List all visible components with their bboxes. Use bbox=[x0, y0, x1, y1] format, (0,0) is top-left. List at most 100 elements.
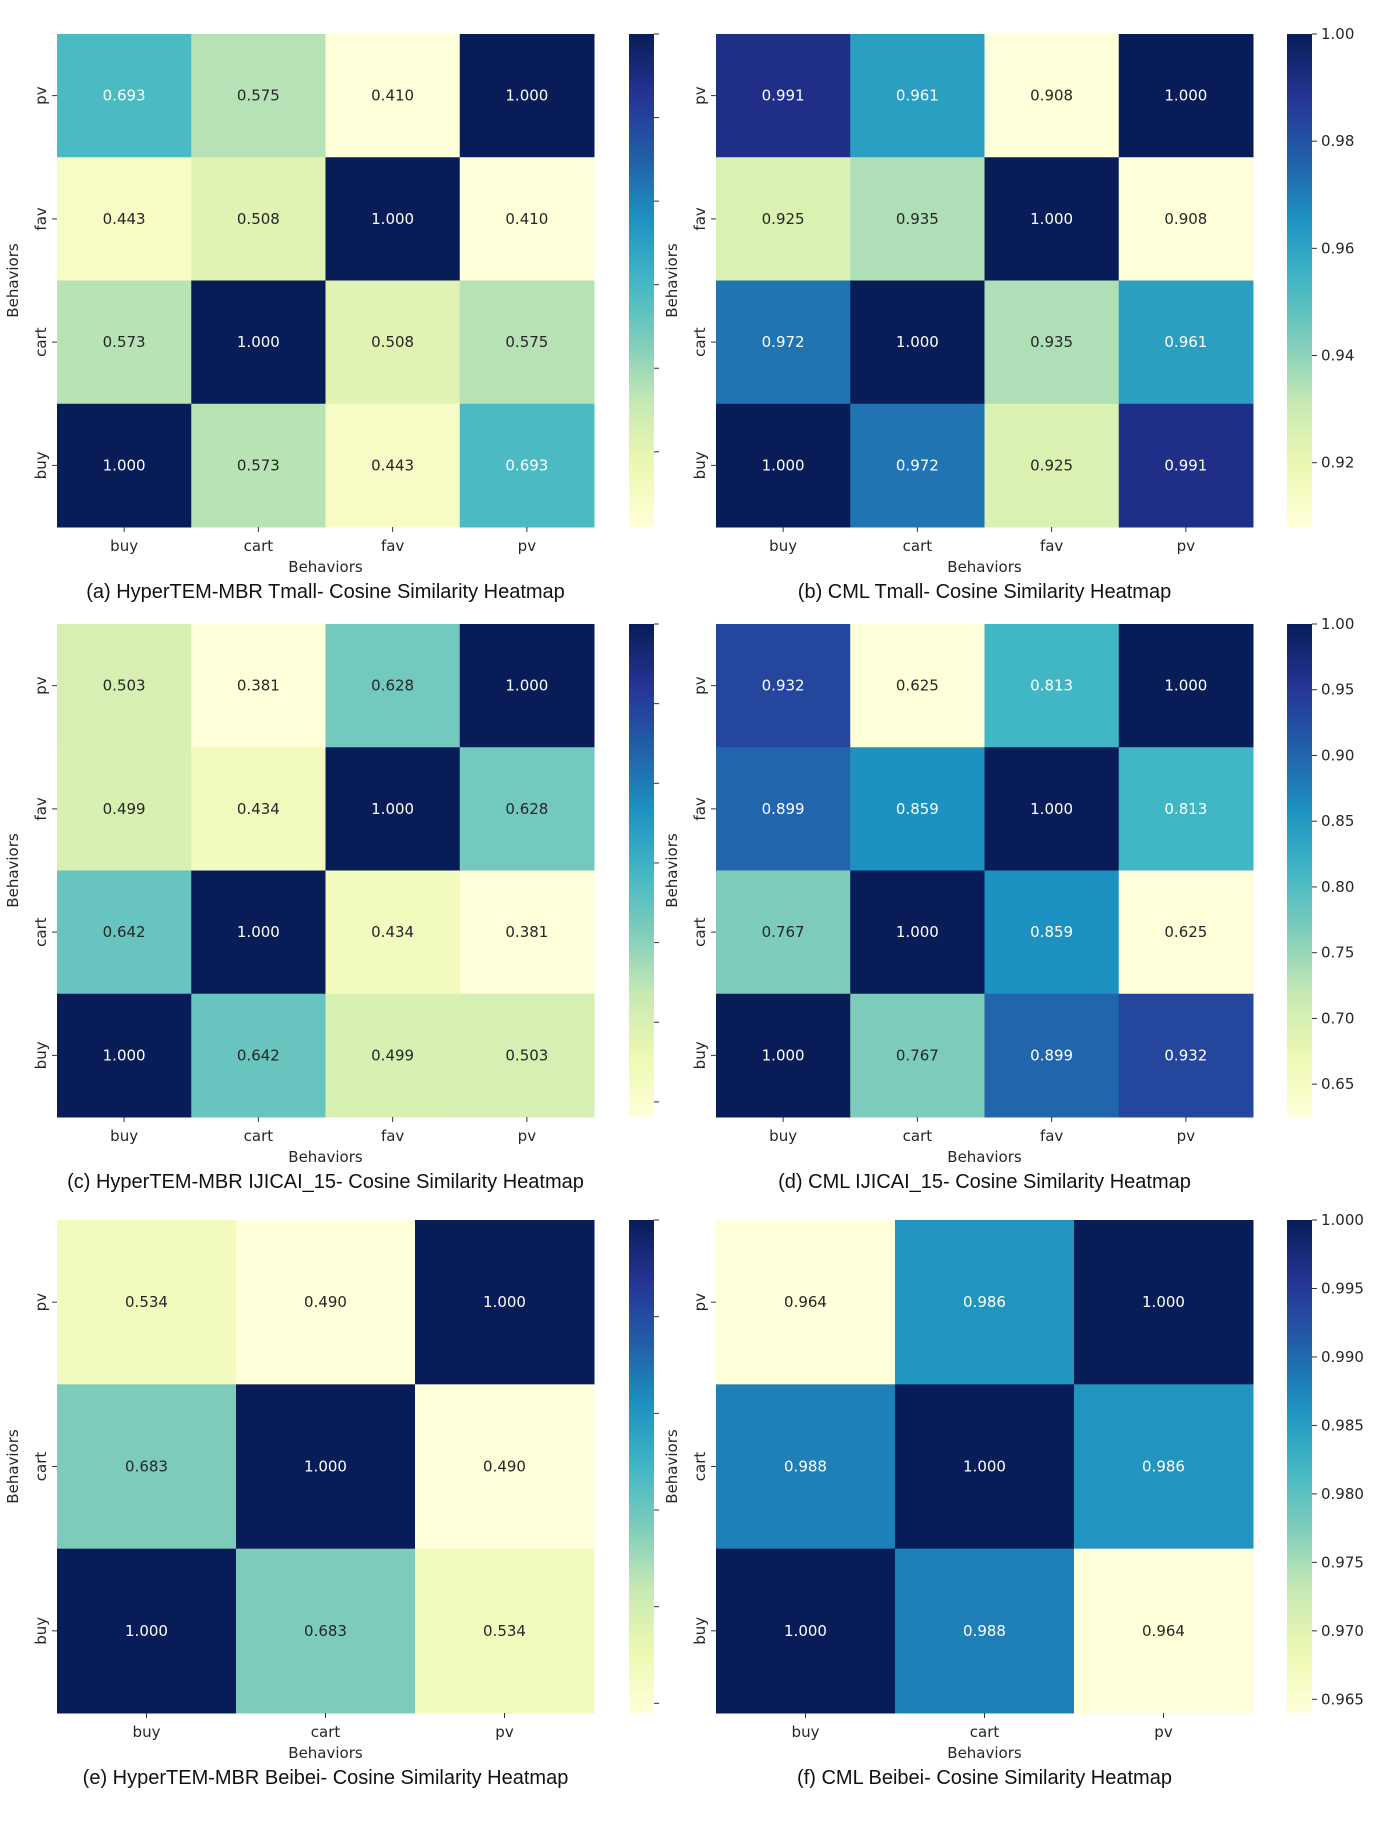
cell-annotation: 1.000 bbox=[963, 1458, 1006, 1476]
cell-annotation: 0.503 bbox=[103, 677, 146, 695]
heatmap-panel: 0.693 0.575 0.410 1.000 0.443 0.508 1.000 0.410… bbox=[4, 33, 659, 603]
heatmap-panel: 0.503 0.381 0.628 1.000 0.499 0.434 1.000 0.628… bbox=[4, 623, 659, 1193]
cell-annotation: 1.000 bbox=[371, 800, 414, 818]
y-axis-label: Behaviors bbox=[663, 833, 681, 908]
y-axis-label: Behaviors bbox=[663, 1429, 681, 1504]
cell-annotation: 0.899 bbox=[1030, 1046, 1073, 1064]
cell-annotation: 0.381 bbox=[505, 923, 548, 941]
colorbar bbox=[1287, 1220, 1312, 1713]
colorbar bbox=[629, 1220, 654, 1713]
heatmap-cell bbox=[850, 870, 985, 995]
colorbar-tick-label: 0.75 bbox=[1321, 944, 1354, 962]
cell-annotation: 0.490 bbox=[304, 1293, 347, 1311]
cell-annotation: 0.410 bbox=[371, 87, 414, 105]
x-axis-label: Behaviors bbox=[288, 1744, 363, 1762]
x-tick-label: cart bbox=[311, 1723, 341, 1741]
cell-annotation: 0.443 bbox=[103, 210, 146, 228]
heatmap-cell bbox=[459, 993, 595, 1118]
heatmap-cell bbox=[716, 747, 851, 871]
heatmap-cell bbox=[984, 870, 1120, 995]
cell-annotation: 0.499 bbox=[103, 800, 146, 818]
colorbar bbox=[629, 624, 654, 1117]
cell-annotation: 1.000 bbox=[371, 210, 414, 228]
cell-annotation: 0.508 bbox=[237, 210, 280, 228]
heatmap-cell bbox=[459, 280, 595, 405]
cell-annotation: 0.988 bbox=[963, 1622, 1006, 1640]
y-tick-label: cart bbox=[691, 327, 709, 357]
heatmap-cell bbox=[459, 870, 595, 995]
heatmap-cell bbox=[850, 280, 985, 405]
cell-annotation: 0.972 bbox=[762, 333, 805, 351]
heatmap-cell bbox=[1118, 624, 1254, 748]
cell-annotation: 1.000 bbox=[505, 677, 548, 695]
y-tick-label: buy bbox=[32, 451, 50, 479]
heatmap-cell bbox=[984, 747, 1120, 871]
cell-annotation: 0.935 bbox=[896, 210, 939, 228]
heatmap-cell bbox=[1118, 993, 1254, 1118]
cell-annotation: 0.503 bbox=[505, 1046, 548, 1064]
cell-annotation: 0.693 bbox=[505, 456, 548, 474]
x-tick-label: pv bbox=[1177, 1127, 1196, 1145]
cell-annotation: 1.000 bbox=[1164, 87, 1207, 105]
colorbar bbox=[1287, 624, 1312, 1117]
colorbar-tick-label: 0.90 bbox=[1321, 746, 1354, 764]
cell-annotation: 0.642 bbox=[103, 923, 146, 941]
colorbar-tick-label: 0.98 bbox=[1321, 132, 1354, 150]
heatmap-cell bbox=[716, 157, 851, 281]
heatmap-cell bbox=[1118, 157, 1254, 281]
heatmap-cell bbox=[191, 870, 326, 995]
heatmap-cell bbox=[984, 280, 1120, 405]
y-tick-label: cart bbox=[32, 917, 50, 947]
heatmap-cell bbox=[1118, 870, 1254, 995]
heatmap-cell bbox=[1074, 1384, 1254, 1550]
x-tick-label: pv bbox=[518, 1127, 537, 1145]
cell-annotation: 0.625 bbox=[896, 677, 939, 695]
cell-annotation: 0.925 bbox=[762, 210, 805, 228]
x-tick-label: cart bbox=[903, 537, 933, 555]
cell-annotation: 0.628 bbox=[371, 677, 414, 695]
heatmap-cell bbox=[325, 747, 461, 871]
cell-annotation: 1.000 bbox=[762, 456, 805, 474]
cell-annotation: 0.490 bbox=[483, 1458, 526, 1476]
cell-annotation: 1.000 bbox=[1142, 1293, 1185, 1311]
heatmap-cell bbox=[415, 1384, 595, 1550]
cell-annotation: 0.932 bbox=[762, 677, 805, 695]
heatmap-cell bbox=[57, 280, 192, 405]
heatmap-cell bbox=[459, 624, 595, 748]
x-tick-label: buy bbox=[133, 1723, 161, 1741]
colorbar-tick-label: 0.975 bbox=[1321, 1553, 1364, 1571]
heatmap-panel: 0.932 0.625 0.813 1.000 0.899 0.859 1.000 0.813… bbox=[663, 615, 1354, 1193]
x-axis-label: Behaviors bbox=[947, 1148, 1022, 1166]
cell-annotation: 1.000 bbox=[896, 923, 939, 941]
cell-annotation: 0.991 bbox=[1164, 456, 1207, 474]
x-axis-label: Behaviors bbox=[288, 1148, 363, 1166]
cell-annotation: 0.573 bbox=[237, 456, 280, 474]
heatmap-cell bbox=[716, 870, 851, 995]
cell-annotation: 1.000 bbox=[103, 1046, 146, 1064]
y-tick-label: buy bbox=[691, 451, 709, 479]
colorbar-tick-label: 0.995 bbox=[1321, 1279, 1364, 1297]
heatmap-cell bbox=[895, 1548, 1075, 1714]
heatmap-cell bbox=[236, 1220, 416, 1385]
colorbar-tick-label: 0.96 bbox=[1321, 239, 1354, 257]
cell-annotation: 0.859 bbox=[896, 800, 939, 818]
heatmap-cell bbox=[325, 624, 461, 748]
figure-caption: (e) HyperTEM-MBR Beibei- Cosine Similari… bbox=[83, 1767, 569, 1789]
colorbar-tick-label: 0.970 bbox=[1321, 1622, 1364, 1640]
cell-annotation: 0.381 bbox=[237, 677, 280, 695]
cell-annotation: 0.575 bbox=[505, 333, 548, 351]
heatmap-cell bbox=[236, 1384, 416, 1550]
y-tick-label: pv bbox=[691, 1293, 709, 1312]
heatmap-cell bbox=[984, 624, 1120, 748]
y-tick-label: buy bbox=[691, 1617, 709, 1645]
heatmap-cell bbox=[716, 1384, 896, 1550]
cell-annotation: 0.683 bbox=[304, 1622, 347, 1640]
colorbar-tick-label: 0.80 bbox=[1321, 878, 1354, 896]
colorbar-tick-label: 0.985 bbox=[1321, 1416, 1364, 1434]
cell-annotation: 0.988 bbox=[784, 1458, 827, 1476]
heatmap-cell bbox=[1118, 280, 1254, 405]
x-tick-label: cart bbox=[244, 1127, 274, 1145]
y-tick-label: cart bbox=[691, 917, 709, 947]
colorbar-tick-label: 1.00 bbox=[1321, 25, 1354, 43]
y-tick-label: pv bbox=[32, 676, 50, 695]
